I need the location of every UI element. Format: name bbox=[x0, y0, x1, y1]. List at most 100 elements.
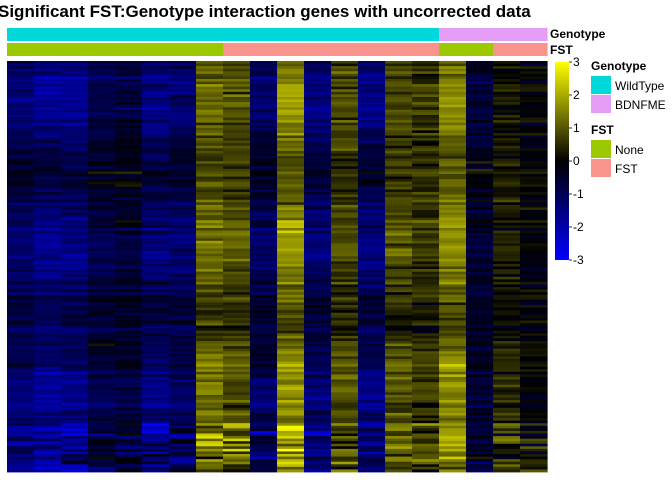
heatmap-cell bbox=[358, 392, 386, 396]
heatmap-cell bbox=[358, 217, 386, 221]
annotation-cell-genotype bbox=[385, 28, 413, 41]
heatmap-cell bbox=[439, 289, 467, 293]
heatmap-cell bbox=[34, 294, 62, 298]
heatmap-cell bbox=[358, 94, 386, 98]
heatmap-cell bbox=[277, 230, 305, 234]
heatmap-cell bbox=[439, 274, 467, 278]
heatmap-cell bbox=[223, 456, 251, 460]
heatmap-cell bbox=[196, 251, 224, 255]
heatmap-cell bbox=[61, 438, 89, 442]
heatmap-cell bbox=[169, 276, 197, 280]
heatmap-cell bbox=[466, 135, 494, 139]
heatmap-cell bbox=[466, 392, 494, 396]
annotation-cell-fst bbox=[169, 43, 197, 56]
heatmap-cell bbox=[61, 189, 89, 193]
heatmap-cell bbox=[115, 186, 143, 190]
heatmap-cell bbox=[412, 66, 440, 70]
heatmap-cell bbox=[88, 312, 116, 316]
heatmap-cell bbox=[385, 415, 413, 419]
heatmap-cell bbox=[142, 240, 170, 244]
heatmap-cell bbox=[520, 333, 548, 337]
heatmap-cell bbox=[169, 287, 197, 291]
heatmap-cell bbox=[466, 312, 494, 316]
heatmap-cell bbox=[115, 174, 143, 177]
heatmap-cell bbox=[358, 274, 386, 278]
heatmap-cell bbox=[520, 443, 548, 447]
heatmap-cell bbox=[61, 425, 89, 429]
heatmap-cell bbox=[142, 464, 170, 468]
heatmap-cell bbox=[142, 127, 170, 131]
heatmap-cell bbox=[169, 269, 197, 273]
heatmap-cell bbox=[304, 163, 332, 167]
heatmap-cell bbox=[385, 356, 413, 360]
heatmap-cell bbox=[439, 227, 467, 231]
heatmap-cell bbox=[88, 451, 116, 455]
heatmap-cell bbox=[169, 71, 197, 75]
heatmap-cell bbox=[520, 91, 548, 95]
heatmap-cell bbox=[466, 256, 494, 260]
heatmap-cell bbox=[493, 251, 521, 255]
heatmap-cell bbox=[412, 302, 440, 306]
heatmap-cell bbox=[439, 161, 467, 165]
heatmap-cell bbox=[223, 410, 251, 414]
heatmap-cell bbox=[7, 243, 35, 247]
heatmap-cell bbox=[493, 248, 521, 252]
heatmap-cell bbox=[169, 61, 197, 64]
heatmap-cell bbox=[250, 284, 278, 288]
heatmap-cell bbox=[331, 392, 359, 396]
heatmap-cell bbox=[223, 279, 251, 283]
heatmap-cell bbox=[466, 274, 494, 278]
heatmap-cell bbox=[223, 374, 251, 378]
heatmap-cell bbox=[250, 269, 278, 273]
heatmap-cell bbox=[493, 317, 521, 321]
heatmap-cell bbox=[88, 122, 116, 126]
heatmap-cell bbox=[358, 132, 386, 136]
heatmap-cell bbox=[331, 371, 359, 375]
heatmap-cell bbox=[493, 297, 521, 301]
heatmap-cell bbox=[88, 461, 116, 465]
heatmap-cell bbox=[331, 194, 359, 198]
heatmap-cell bbox=[385, 266, 413, 270]
heatmap-cell bbox=[493, 84, 521, 88]
heatmap-cell bbox=[466, 356, 494, 360]
heatmap-cell bbox=[88, 376, 116, 380]
heatmap-cell bbox=[223, 61, 251, 64]
heatmap-cell bbox=[250, 379, 278, 383]
heatmap-cell bbox=[142, 171, 170, 175]
heatmap-cell bbox=[88, 161, 116, 165]
heatmap-cell bbox=[385, 63, 413, 67]
heatmap-cell bbox=[115, 104, 143, 108]
heatmap-cell bbox=[88, 194, 116, 198]
heatmap-cell bbox=[223, 289, 251, 293]
heatmap-cell bbox=[61, 122, 89, 126]
heatmap-cell bbox=[142, 328, 170, 332]
heatmap-cell bbox=[196, 266, 224, 270]
heatmap-cell bbox=[304, 320, 332, 324]
heatmap-cell bbox=[304, 117, 332, 121]
heatmap-cell bbox=[520, 407, 548, 411]
heatmap-cell bbox=[250, 446, 278, 450]
heatmap-cell bbox=[250, 235, 278, 239]
heatmap-cell bbox=[304, 86, 332, 90]
heatmap-cell bbox=[169, 271, 197, 275]
heatmap-cell bbox=[412, 269, 440, 273]
heatmap-cell bbox=[304, 348, 332, 352]
heatmap-cell bbox=[466, 405, 494, 409]
heatmap-cell bbox=[493, 127, 521, 131]
heatmap-cell bbox=[466, 425, 494, 429]
heatmap-cell bbox=[304, 99, 332, 103]
heatmap-cell bbox=[358, 292, 386, 296]
heatmap-cell bbox=[520, 245, 548, 249]
heatmap-cell bbox=[61, 410, 89, 414]
heatmap-cell bbox=[169, 317, 197, 321]
heatmap-cell bbox=[439, 428, 467, 432]
heatmap-cell bbox=[466, 430, 494, 434]
heatmap-cell bbox=[61, 325, 89, 329]
heatmap-cell bbox=[142, 418, 170, 422]
heatmap-cell bbox=[466, 346, 494, 350]
heatmap-cell bbox=[358, 320, 386, 324]
heatmap-cell bbox=[385, 71, 413, 75]
legend-swatch-fst bbox=[591, 159, 611, 177]
heatmap-cell bbox=[412, 235, 440, 239]
